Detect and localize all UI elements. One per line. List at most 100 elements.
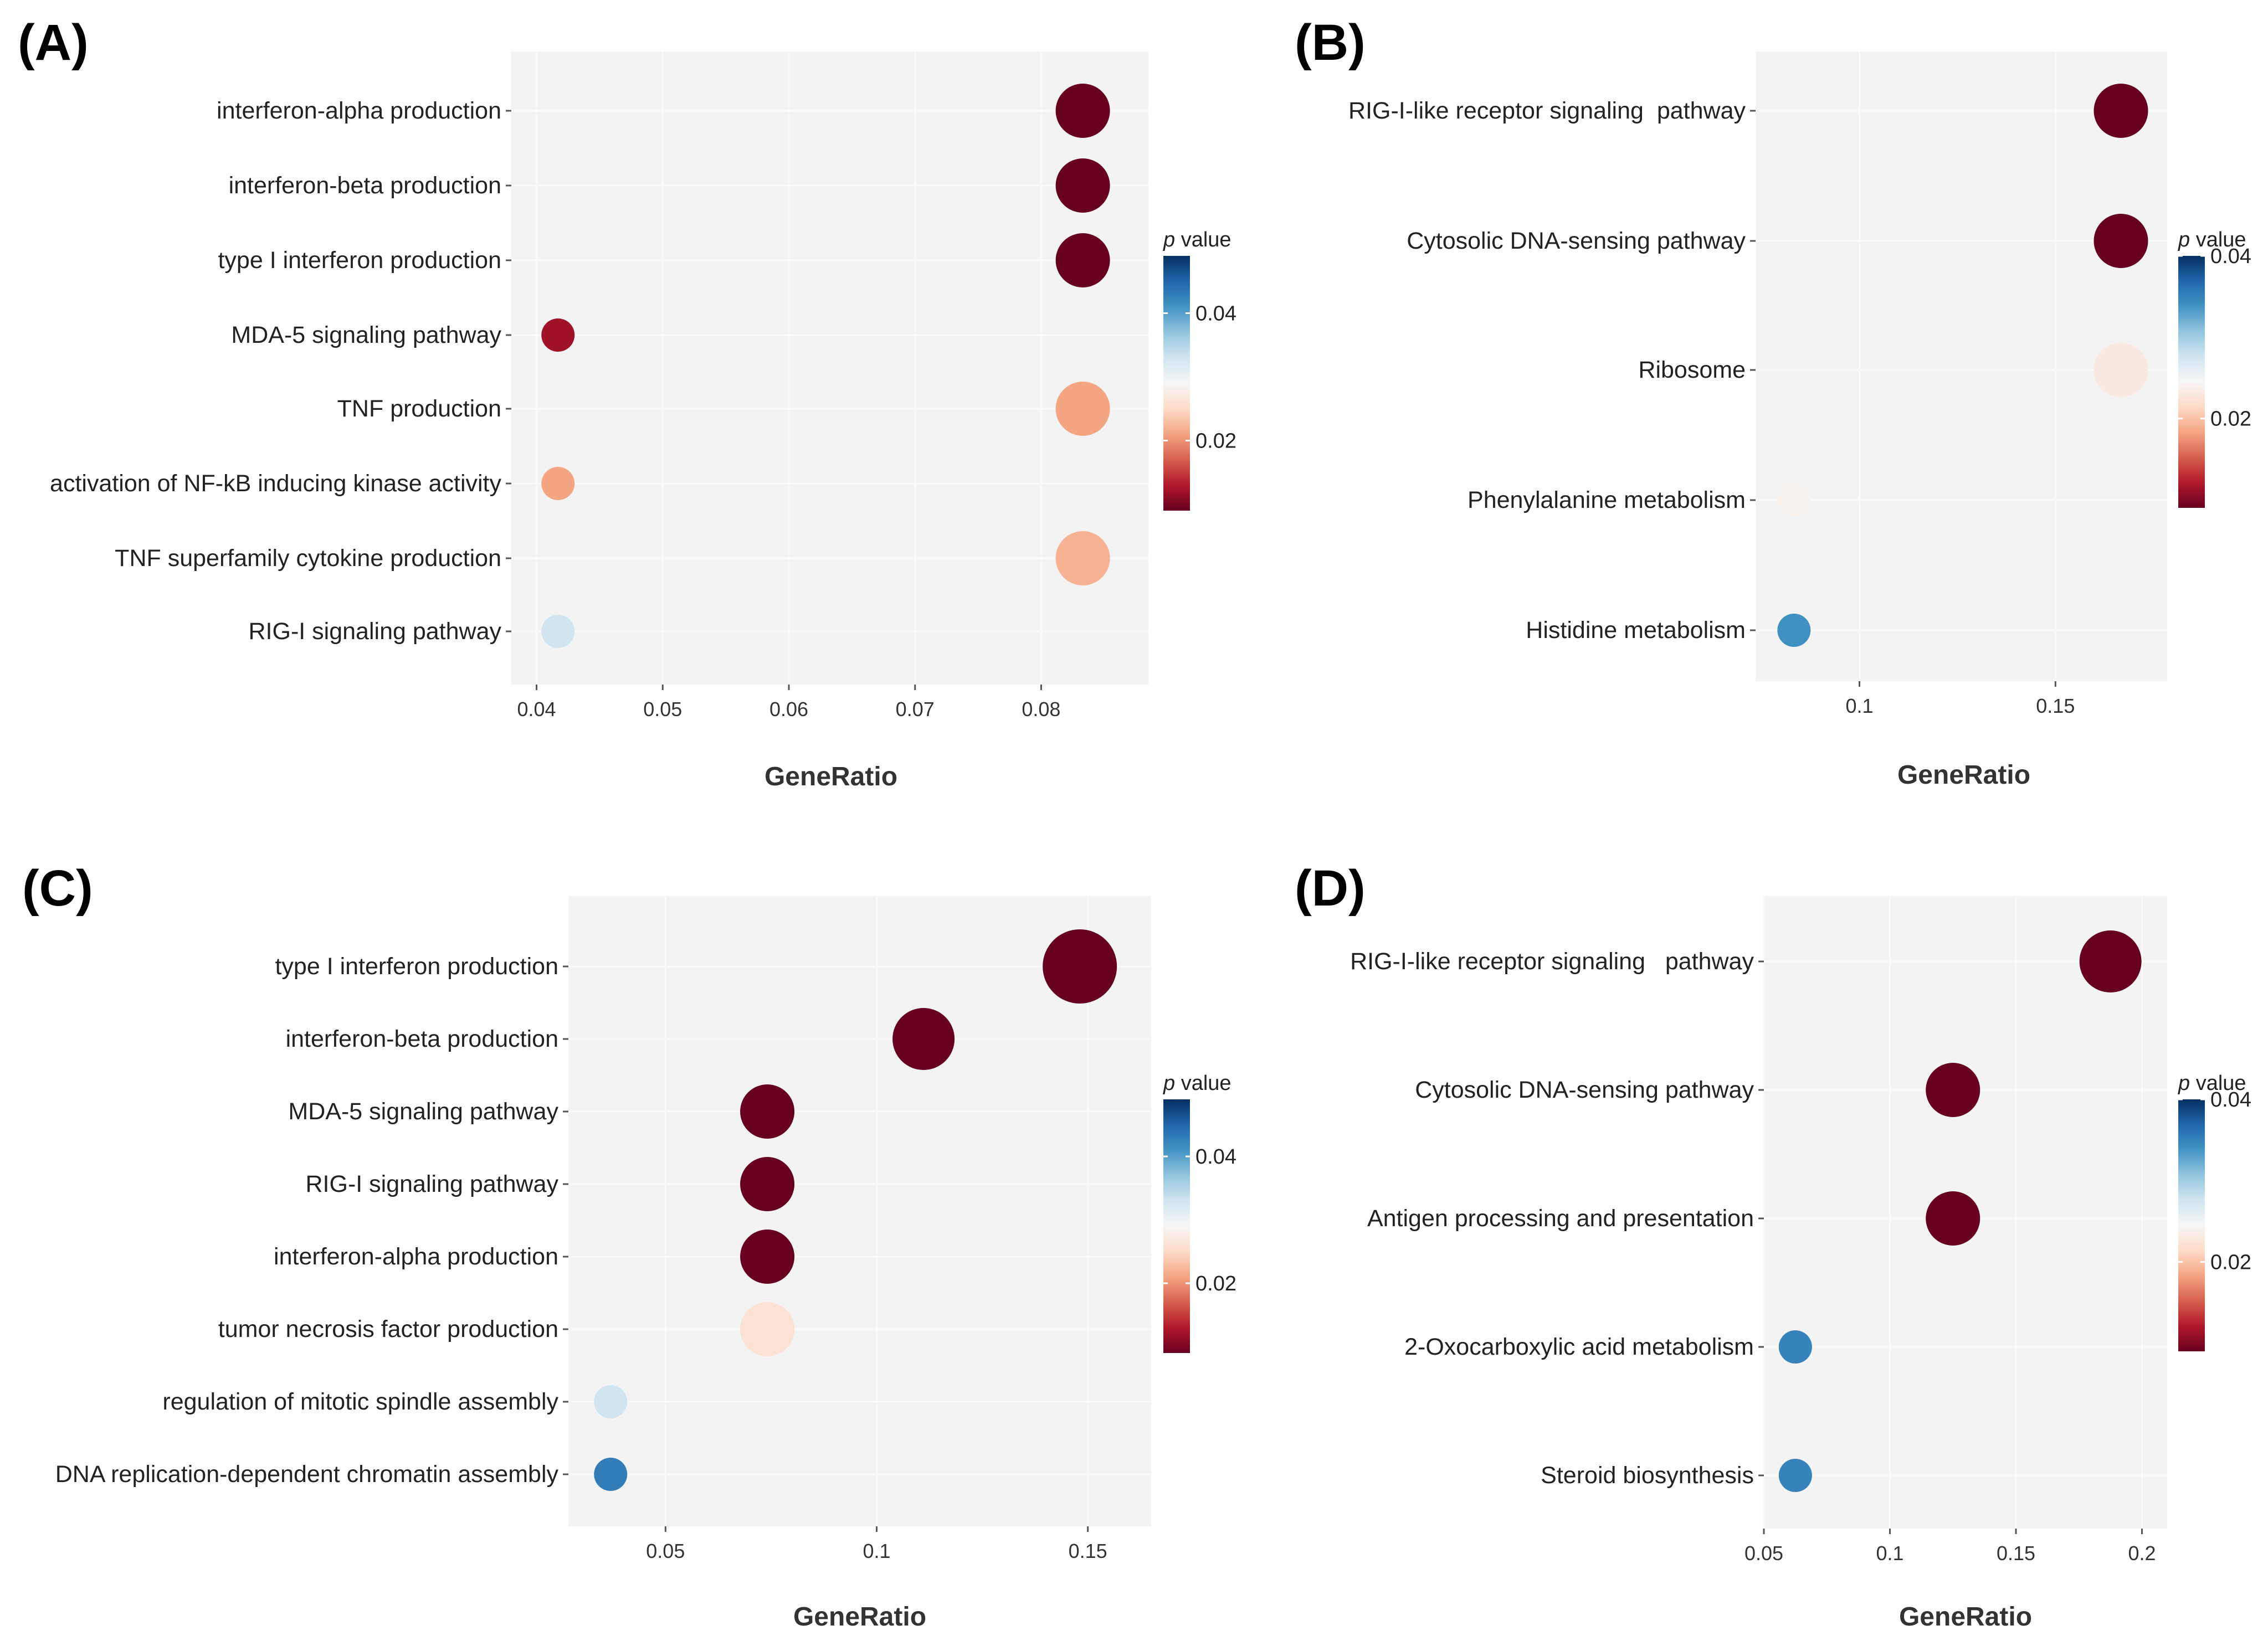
category-label: TNF superfamily cytokine production bbox=[115, 545, 501, 572]
category-label: Histidine metabolism bbox=[1526, 617, 1746, 644]
data-point bbox=[2079, 930, 2142, 992]
x-tick-label: 0.15 bbox=[1069, 1540, 1107, 1562]
x-tick-label: 0.04 bbox=[517, 698, 556, 721]
legend-tick-label: 0.02 bbox=[1195, 430, 1236, 453]
data-point bbox=[1055, 382, 1110, 436]
legend-title: p value bbox=[1163, 228, 1232, 251]
legend-title-rest: value bbox=[2190, 1072, 2246, 1095]
category-label: Steroid biosynthesis bbox=[1541, 1462, 1754, 1489]
legend-colorbar bbox=[1163, 256, 1190, 511]
data-point bbox=[594, 1458, 628, 1491]
legend-title: p value bbox=[2178, 228, 2246, 251]
x-tick-label: 0.1 bbox=[1876, 1542, 1903, 1565]
x-axis-title: GeneRatio bbox=[764, 762, 897, 791]
category-label: type I interferon production bbox=[218, 247, 501, 274]
panel-label: (C) bbox=[22, 860, 93, 917]
data-point bbox=[541, 318, 575, 352]
legend-title-rest: value bbox=[1175, 1072, 1231, 1095]
x-tick-label: 0.05 bbox=[1744, 1542, 1783, 1565]
x-axis-title: GeneRatio bbox=[1897, 760, 2030, 790]
data-point bbox=[740, 1230, 795, 1284]
data-point bbox=[541, 467, 575, 500]
category-label: RIG-I-like receptor signaling pathway bbox=[1348, 97, 1746, 124]
data-point bbox=[1778, 1330, 1812, 1364]
legend-tick-label: 0.02 bbox=[2210, 1251, 2251, 1274]
legend-tick-label: 0.04 bbox=[2210, 245, 2251, 268]
category-label: activation of NF-kB inducing kinase acti… bbox=[50, 470, 501, 497]
category-label: Ribosome bbox=[1638, 357, 1746, 383]
plot-background bbox=[511, 52, 1148, 685]
data-point bbox=[1055, 531, 1110, 585]
category-label: TNF production bbox=[337, 395, 501, 422]
x-tick-label: 0.2 bbox=[2128, 1542, 2156, 1565]
panel-d: (D) 0.05 0.1 0.15 0.2 RIG-I-like receptor sig… bbox=[1295, 860, 2251, 1632]
category-label: Antigen processing and presentation bbox=[1367, 1205, 1754, 1232]
category-label: DNA replication-dependent chromatin asse… bbox=[55, 1461, 559, 1488]
legend-tick-label: 0.02 bbox=[2210, 408, 2251, 431]
x-axis-title: GeneRatio bbox=[793, 1602, 926, 1632]
legend-title-italic: p bbox=[1163, 228, 1175, 251]
category-label: regulation of mitotic spindle assembly bbox=[162, 1388, 558, 1415]
panel-b: (B) 0.1 0.15 RIG-I-like receptor signaling … bbox=[1295, 14, 2251, 790]
legend-title-rest: value bbox=[2190, 228, 2246, 251]
panel-label: (B) bbox=[1295, 14, 1366, 71]
category-label: Cytosolic DNA-sensing pathway bbox=[1415, 1077, 1754, 1103]
data-point bbox=[1055, 84, 1110, 138]
x-tick-label: 0.15 bbox=[2036, 695, 2075, 717]
legend-title-rest: value bbox=[1175, 228, 1231, 251]
category-label: interferon-beta production bbox=[286, 1026, 558, 1052]
x-tick-label: 0.05 bbox=[643, 698, 682, 721]
category-label: interferon-alpha production bbox=[217, 97, 501, 124]
legend-title-italic: p bbox=[2178, 1072, 2190, 1095]
category-label: MDA-5 signaling pathway bbox=[231, 322, 501, 348]
pvalue-legend: p value 0.02 0.04 bbox=[2178, 1072, 2251, 1351]
category-label: tumor necrosis factor production bbox=[218, 1316, 558, 1342]
x-tick-label: 0.08 bbox=[1022, 698, 1060, 721]
data-point bbox=[1055, 158, 1110, 213]
data-point bbox=[541, 615, 575, 648]
panel-label: (A) bbox=[18, 14, 89, 71]
data-point bbox=[892, 1008, 955, 1070]
legend-colorbar bbox=[2178, 1099, 2205, 1351]
legend-colorbar bbox=[1163, 1099, 1190, 1353]
panel-a: (A) 0.04 0.05 0.06 0.07 0.08 interferon-alpha … bbox=[18, 14, 1236, 791]
category-label: type I interferon production bbox=[275, 953, 558, 980]
x-tick-label: 0.06 bbox=[769, 698, 808, 721]
pvalue-legend: p value 0.02 0.04 bbox=[2178, 228, 2251, 508]
data-point bbox=[740, 1157, 795, 1211]
x-tick-label: 0.1 bbox=[1845, 695, 1873, 717]
data-point bbox=[1778, 1459, 1812, 1492]
data-point bbox=[1777, 483, 1811, 517]
pvalue-legend: p value 0.02 0.04 bbox=[1163, 228, 1236, 511]
category-label: RIG-I signaling pathway bbox=[249, 618, 502, 645]
pvalue-legend: p value 0.02 0.04 bbox=[1163, 1072, 1236, 1353]
legend-tick-label: 0.04 bbox=[1195, 302, 1236, 326]
category-label: Cytosolic DNA-sensing pathway bbox=[1407, 228, 1746, 254]
x-tick-label: 0.15 bbox=[1997, 1542, 2035, 1565]
category-label: interferon-alpha production bbox=[274, 1243, 558, 1270]
category-label: RIG-I signaling pathway bbox=[306, 1171, 559, 1197]
x-axis-title: GeneRatio bbox=[1899, 1602, 2032, 1632]
data-point bbox=[2093, 84, 2148, 138]
data-point bbox=[594, 1385, 628, 1418]
data-point bbox=[1926, 1063, 1980, 1117]
category-label: interferon-beta production bbox=[229, 172, 501, 199]
legend-title: p value bbox=[1163, 1072, 1232, 1095]
panel-c: (C) 0.05 0.1 0.15 type I interferon producti… bbox=[22, 860, 1236, 1632]
data-point bbox=[1926, 1191, 1980, 1246]
data-point bbox=[740, 1302, 795, 1356]
legend-tick-label: 0.04 bbox=[1195, 1145, 1236, 1169]
data-point bbox=[2093, 343, 2148, 397]
x-tick-label: 0.1 bbox=[863, 1540, 890, 1562]
category-label: RIG-I-like receptor signaling pathway bbox=[1350, 948, 1754, 975]
category-label: MDA-5 signaling pathway bbox=[288, 1098, 558, 1125]
category-label: 2-Oxocarboxylic acid metabolism bbox=[1404, 1334, 1754, 1360]
data-point bbox=[740, 1084, 795, 1139]
data-point bbox=[1055, 233, 1110, 287]
legend-title-italic: p bbox=[2178, 228, 2190, 251]
data-point bbox=[1043, 929, 1117, 1004]
legend-title-italic: p bbox=[1163, 1072, 1175, 1095]
legend-tick-label: 0.02 bbox=[1195, 1272, 1236, 1295]
data-point bbox=[1777, 614, 1811, 647]
